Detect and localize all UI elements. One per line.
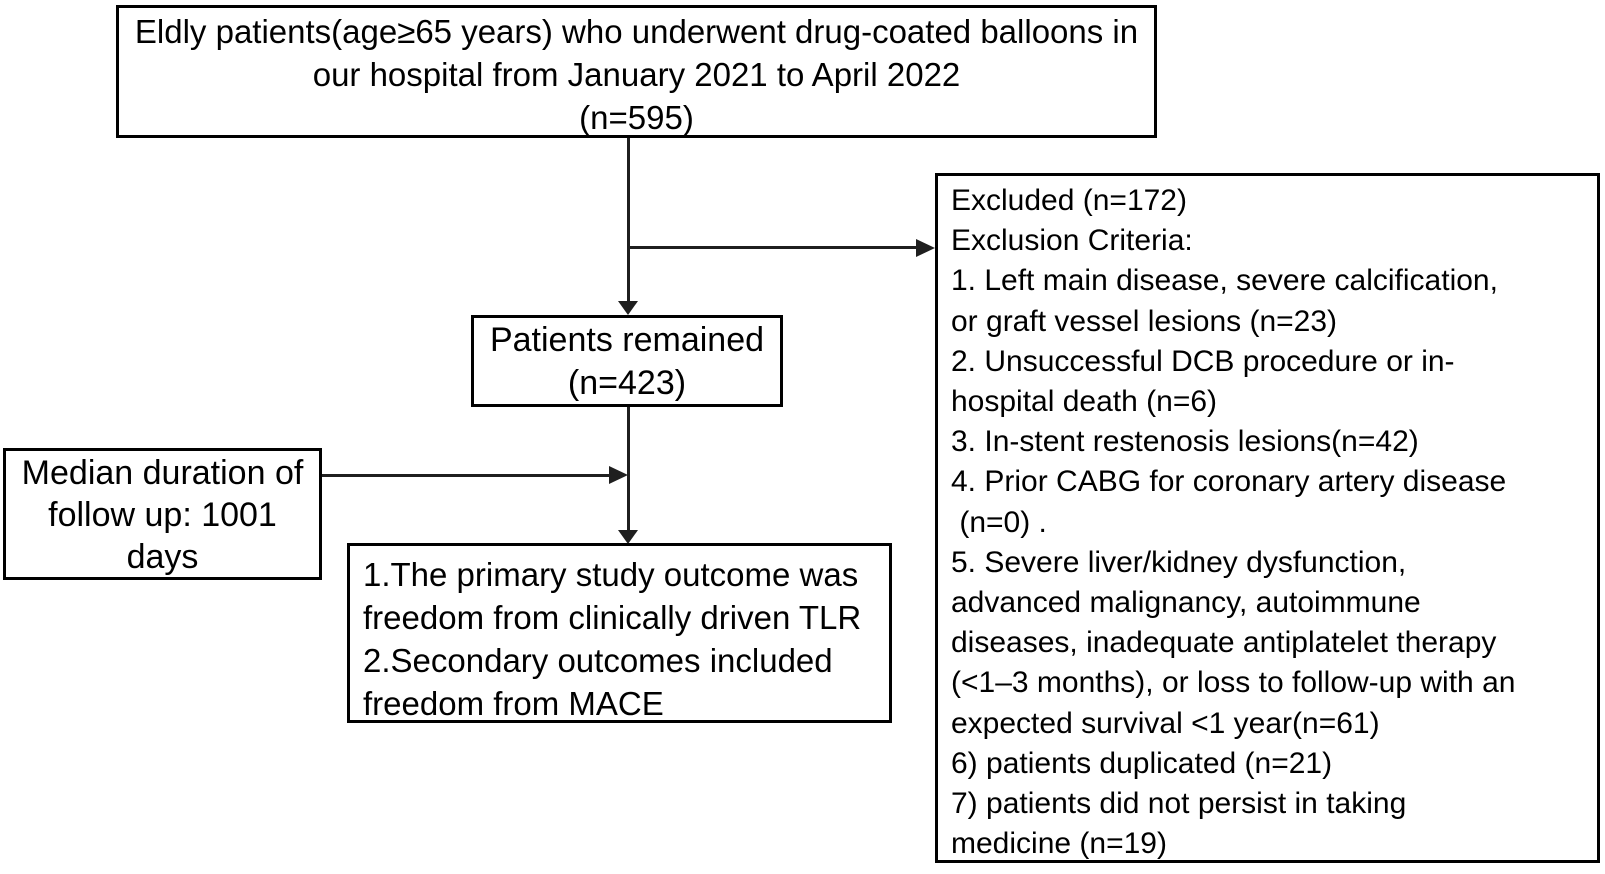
exclusion-item-4: 4. Prior CABG for coronary artery diseas…: [951, 465, 1507, 499]
followup-box: Median duration of follow up: 1001 days: [3, 448, 322, 580]
exclusion-item-4-cont: (n=0) .: [951, 505, 1047, 539]
followup-line-1: Median duration of: [21, 454, 304, 492]
exclusion-item-5-cont-4: expected survival <1 year(n=61): [951, 706, 1380, 740]
patients-remained-box: Patients remained (n=423): [471, 315, 783, 407]
followup-line-2: follow up: 1001: [48, 496, 277, 534]
remained-count: (n=423): [567, 364, 687, 402]
outcomes-line-1: 1.The primary study outcome was: [363, 556, 859, 593]
followup-line-3: days: [126, 538, 199, 576]
arrow-branch-to-excluded-line: [629, 246, 916, 249]
remained-label: Patients remained: [489, 321, 765, 359]
exclusion-item-5-cont-3: (<1–3 months), or loss to follow-up with…: [951, 666, 1516, 700]
outcomes-box: 1.The primary study outcome was freedom …: [347, 543, 892, 723]
exclusion-item-5: 5. Severe liver/kidney dysfunction,: [951, 545, 1407, 579]
arrow-right-icon: [609, 466, 628, 484]
exclusion-criteria-heading: Exclusion Criteria:: [951, 224, 1193, 258]
exclusion-item-7: 7) patients did not persist in taking: [951, 787, 1407, 821]
exclusion-item-2: 2. Unsuccessful DCB procedure or in-: [951, 344, 1455, 378]
exclusion-item-2-cont: hospital death (n=6): [951, 385, 1218, 419]
arrow-down-icon: [618, 301, 638, 315]
enrollment-count: (n=595): [579, 99, 694, 136]
arrow-enrollment-to-remained-line: [627, 138, 630, 301]
outcomes-line-3: 2.Secondary outcomes included: [363, 642, 833, 679]
exclusion-item-5-cont-1: advanced malignancy, autoimmune: [951, 586, 1421, 620]
exclusion-item-5-cont-2: diseases, inadequate antiplatelet therap…: [951, 626, 1497, 660]
exclusion-item-7-cont: medicine (n=19): [951, 827, 1167, 861]
enrollment-box: Eldly patients(age≥65 years) who underwe…: [116, 5, 1157, 138]
exclusion-item-6: 6) patients duplicated (n=21): [951, 746, 1333, 780]
excluded-box: Excluded (n=172) Exclusion Criteria: 1. …: [935, 173, 1600, 863]
arrow-followup-to-flow-line: [322, 474, 609, 477]
outcomes-line-2: freedom from clinically driven TLR: [363, 599, 862, 636]
excluded-title: Excluded (n=172): [951, 184, 1187, 217]
arrow-remained-to-outcomes-line: [627, 407, 630, 530]
exclusion-item-3: 3. In-stent restenosis lesions(n=42): [951, 425, 1419, 459]
enrollment-line-2: our hospital from January 2021 to April …: [312, 56, 961, 93]
exclusion-item-1-cont: or graft vessel lesions (n=23): [951, 304, 1338, 338]
outcomes-line-4: freedom from MACE: [363, 685, 664, 722]
exclusion-item-1: 1. Left main disease, severe calcificati…: [951, 264, 1498, 298]
arrow-down-icon: [618, 530, 638, 544]
arrow-right-icon: [916, 239, 935, 257]
enrollment-line-1: Eldly patients(age≥65 years) who underwe…: [134, 13, 1139, 50]
